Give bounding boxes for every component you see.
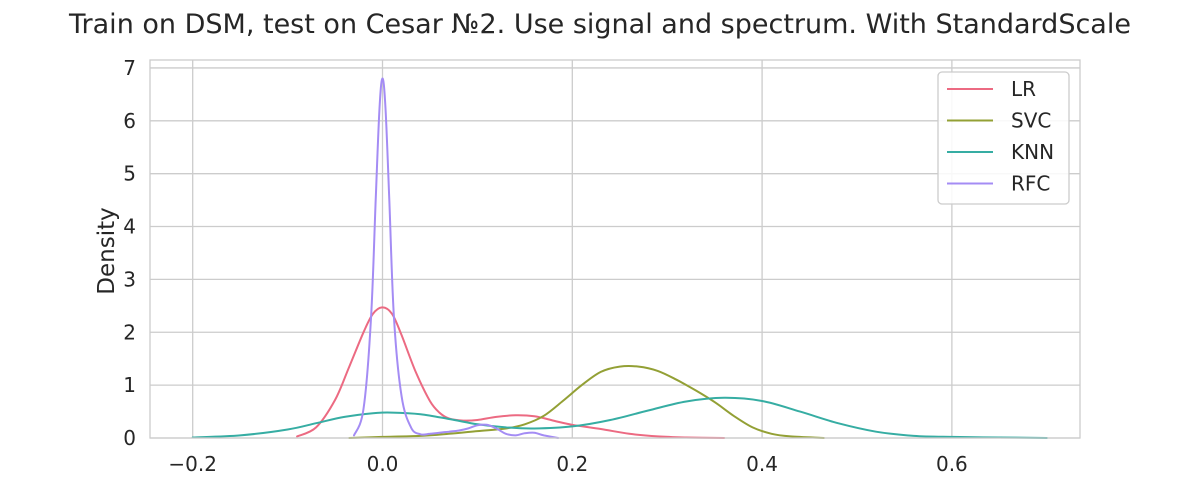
tick-labels: −0.2 0.0 0.2 0.4 0.6 0 1 2 3 4 5 6 7	[123, 56, 968, 476]
legend-label-lr: LR	[1011, 77, 1036, 101]
series-line-svc	[348, 365, 825, 439]
y-tick-label: 3	[123, 267, 136, 291]
y-tick-label: 2	[123, 320, 136, 344]
x-tick-label: 0.0	[367, 452, 399, 476]
x-tick-label: −0.2	[168, 452, 217, 476]
series-line-knn	[191, 396, 1048, 439]
series-line-rfc	[353, 77, 560, 439]
legend-label-rfc: RFC	[1011, 172, 1050, 196]
y-tick-label: 0	[123, 426, 136, 450]
y-tick-label: 4	[123, 215, 136, 239]
x-tick-label: 0.6	[936, 452, 968, 476]
legend-label-svc: SVC	[1011, 109, 1051, 133]
plot-frame	[149, 59, 1081, 439]
y-tick-label: 1	[123, 373, 136, 397]
x-tick-label: 0.2	[556, 452, 588, 476]
y-tick-label: 5	[123, 162, 136, 186]
y-axis-label: Density	[94, 207, 120, 294]
chart-title: Train on DSM, test on Cesar №2. Use sign…	[68, 9, 1131, 40]
y-tick-label: 6	[123, 109, 136, 133]
legend: LR SVC KNN RFC	[937, 71, 1070, 205]
series-lines	[191, 77, 1048, 439]
legend-label-knn: KNN	[1011, 140, 1054, 164]
y-tick-label: 7	[123, 56, 136, 80]
x-tick-label: 0.4	[746, 452, 778, 476]
legend-box	[937, 71, 1070, 205]
